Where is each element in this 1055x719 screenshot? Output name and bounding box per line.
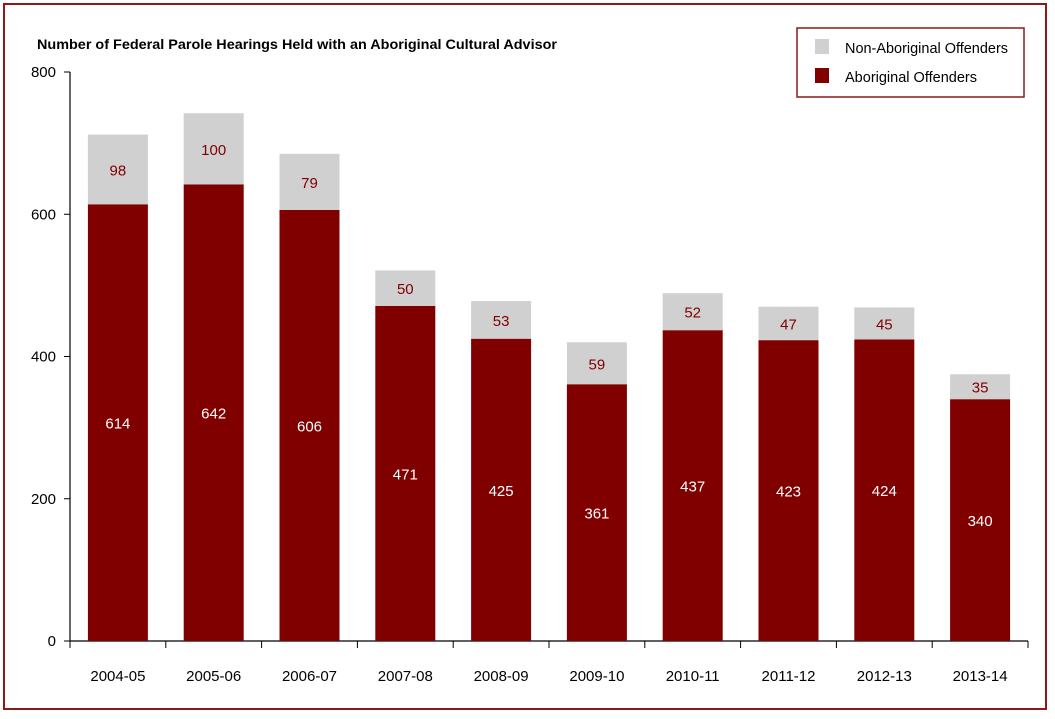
chart-frame — [3, 3, 1047, 710]
legend: Non-Aboriginal Offenders Aboriginal Offe… — [796, 27, 1025, 98]
data-label-non-aboriginal: 35 — [972, 380, 989, 397]
data-label-non-aboriginal: 98 — [110, 162, 127, 179]
data-label-aboriginal: 471 — [393, 467, 418, 484]
x-tick-label: 2004-05 — [90, 668, 145, 685]
bar-non-aboriginal — [566, 342, 627, 385]
bar-non-aboriginal — [375, 270, 436, 307]
bar-non-aboriginal — [87, 134, 148, 205]
bar-non-aboriginal — [662, 293, 723, 331]
x-tick-label: 2007-08 — [378, 668, 433, 685]
bar-aboriginal — [279, 209, 340, 642]
legend-swatch-aboriginal — [815, 68, 829, 83]
data-label-non-aboriginal: 45 — [876, 316, 893, 333]
data-label-aboriginal: 614 — [105, 416, 130, 433]
bar-aboriginal — [758, 340, 819, 641]
bar-non-aboriginal — [183, 113, 244, 185]
x-tick-label: 2011-12 — [762, 668, 816, 685]
data-label-non-aboriginal: 47 — [780, 316, 797, 333]
x-tick-label: 2013-14 — [953, 668, 1008, 685]
legend-swatch-non-aboriginal — [815, 39, 829, 54]
data-label-aboriginal: 642 — [201, 406, 226, 423]
y-tick-label: 600 — [31, 206, 56, 223]
legend-label-non-aboriginal: Non-Aboriginal Offenders — [845, 40, 1008, 57]
bar-non-aboriginal — [758, 306, 819, 341]
x-tick-label: 2005-06 — [186, 668, 241, 685]
bar-aboriginal — [183, 184, 244, 641]
data-label-non-aboriginal: 53 — [493, 313, 510, 330]
x-tick-label: 2010-11 — [666, 668, 720, 685]
data-label-aboriginal: 437 — [680, 479, 705, 496]
data-label-aboriginal: 361 — [584, 506, 609, 523]
bar-aboriginal — [471, 338, 532, 641]
data-label-non-aboriginal: 59 — [589, 356, 606, 373]
y-tick-label: 0 — [48, 633, 56, 650]
data-label-aboriginal: 423 — [776, 484, 801, 501]
x-tick-label: 2008-09 — [474, 668, 529, 685]
data-label-non-aboriginal: 79 — [301, 175, 318, 192]
y-tick-label: 200 — [31, 491, 56, 508]
data-label-aboriginal: 606 — [297, 418, 322, 435]
bar-aboriginal — [950, 399, 1011, 641]
x-tick-label: 2012-13 — [857, 668, 912, 685]
y-tick-label: 800 — [31, 64, 56, 81]
legend-label-aboriginal: Aboriginal Offenders — [845, 69, 977, 86]
bar-aboriginal — [375, 306, 436, 641]
x-tick-label: 2009-10 — [569, 668, 624, 685]
x-tick-label: 2006-07 — [282, 668, 337, 685]
bar-non-aboriginal — [471, 301, 532, 339]
legend-box — [796, 27, 1025, 98]
bar-non-aboriginal — [950, 374, 1011, 400]
data-label-non-aboriginal: 50 — [397, 281, 414, 298]
chart-title: Number of Federal Parole Hearings Held w… — [37, 36, 558, 52]
data-label-aboriginal: 424 — [872, 483, 897, 500]
bar-aboriginal — [566, 384, 627, 641]
data-label-non-aboriginal: 52 — [684, 305, 701, 322]
data-label-aboriginal: 340 — [968, 513, 993, 530]
bar-aboriginal — [854, 339, 915, 641]
bar-aboriginal — [662, 330, 723, 641]
data-label-non-aboriginal: 100 — [201, 142, 226, 159]
y-tick-label: 400 — [31, 349, 56, 366]
bar-non-aboriginal — [279, 153, 340, 210]
data-label-aboriginal: 425 — [489, 483, 514, 500]
bar-aboriginal — [87, 204, 148, 642]
bar-non-aboriginal — [854, 307, 915, 340]
